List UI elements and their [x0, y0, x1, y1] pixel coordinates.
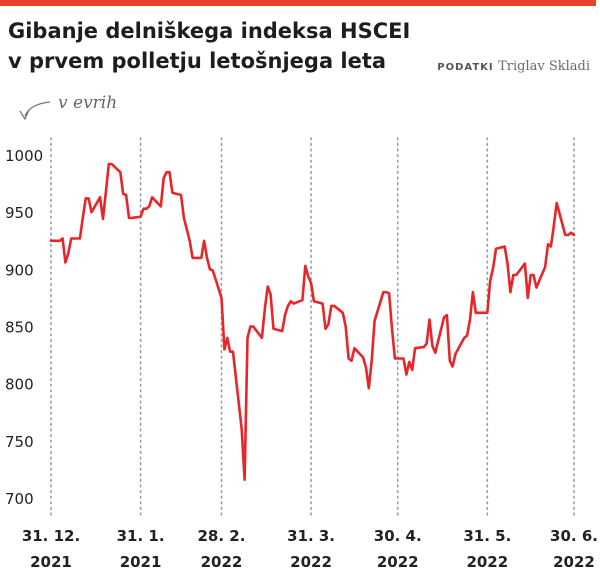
- series-layer: [49, 162, 576, 482]
- y-axis-ticks: 1000 950 900 850 800 750 700: [5, 147, 43, 508]
- chart-title: Gibanje delniškega indeksa HSCEI v prvem…: [8, 19, 411, 73]
- x-tick-label-year: 2022: [466, 553, 508, 568]
- y-tick-label: 700: [5, 490, 34, 508]
- y-tick-label: 850: [5, 319, 34, 337]
- x-tick-label-date: 31. 1.: [117, 527, 165, 545]
- x-tick-label-year: 2021: [120, 553, 162, 568]
- y-tick-label: 950: [5, 204, 34, 222]
- unit-annotation: v evrih: [19, 93, 117, 121]
- y-tick-label: 750: [5, 433, 34, 451]
- series-line-hscei: [49, 162, 576, 482]
- x-tick-label-date: 31. 5.: [463, 527, 511, 545]
- x-tick-label-year: 2022: [377, 553, 419, 568]
- y-tick-label: 900: [5, 261, 34, 279]
- source-label: PODATKI: [437, 62, 494, 73]
- y-tick-label: 800: [5, 376, 34, 394]
- x-tick-label-year: 2022: [201, 553, 243, 568]
- line-chart: v evrih 1000 950 900 850 800 750 700 31. 12. 20…: [5, 93, 598, 568]
- x-tick-label-date: 30. 6.: [550, 527, 598, 545]
- data-source: PODATKI Triglav Skladi: [437, 57, 590, 75]
- x-tick-label-date: 31. 12.: [22, 527, 80, 545]
- unit-label: v evrih: [58, 93, 117, 113]
- x-tick-label-year: 2022: [290, 553, 332, 568]
- accent-top-bar: [0, 0, 596, 6]
- y-tick-label: 1000: [5, 147, 43, 165]
- source-value: Triglav Skladi: [498, 59, 590, 74]
- x-tick-label-date: 28. 2.: [198, 527, 246, 545]
- x-tick-label-date: 30. 4.: [374, 527, 422, 545]
- gridlines: [50, 137, 575, 519]
- unit-arrow: [24, 101, 51, 117]
- x-tick-label-date: 31. 3.: [287, 527, 335, 545]
- unit-arrow-head: [19, 109, 30, 121]
- x-tick-label-year: 2022: [553, 553, 595, 568]
- x-tick-label-year: 2021: [30, 553, 72, 568]
- x-axis-ticks: 31. 12. 2021 31. 1. 2021 28. 2. 2022 31. 3. 202…: [22, 527, 598, 568]
